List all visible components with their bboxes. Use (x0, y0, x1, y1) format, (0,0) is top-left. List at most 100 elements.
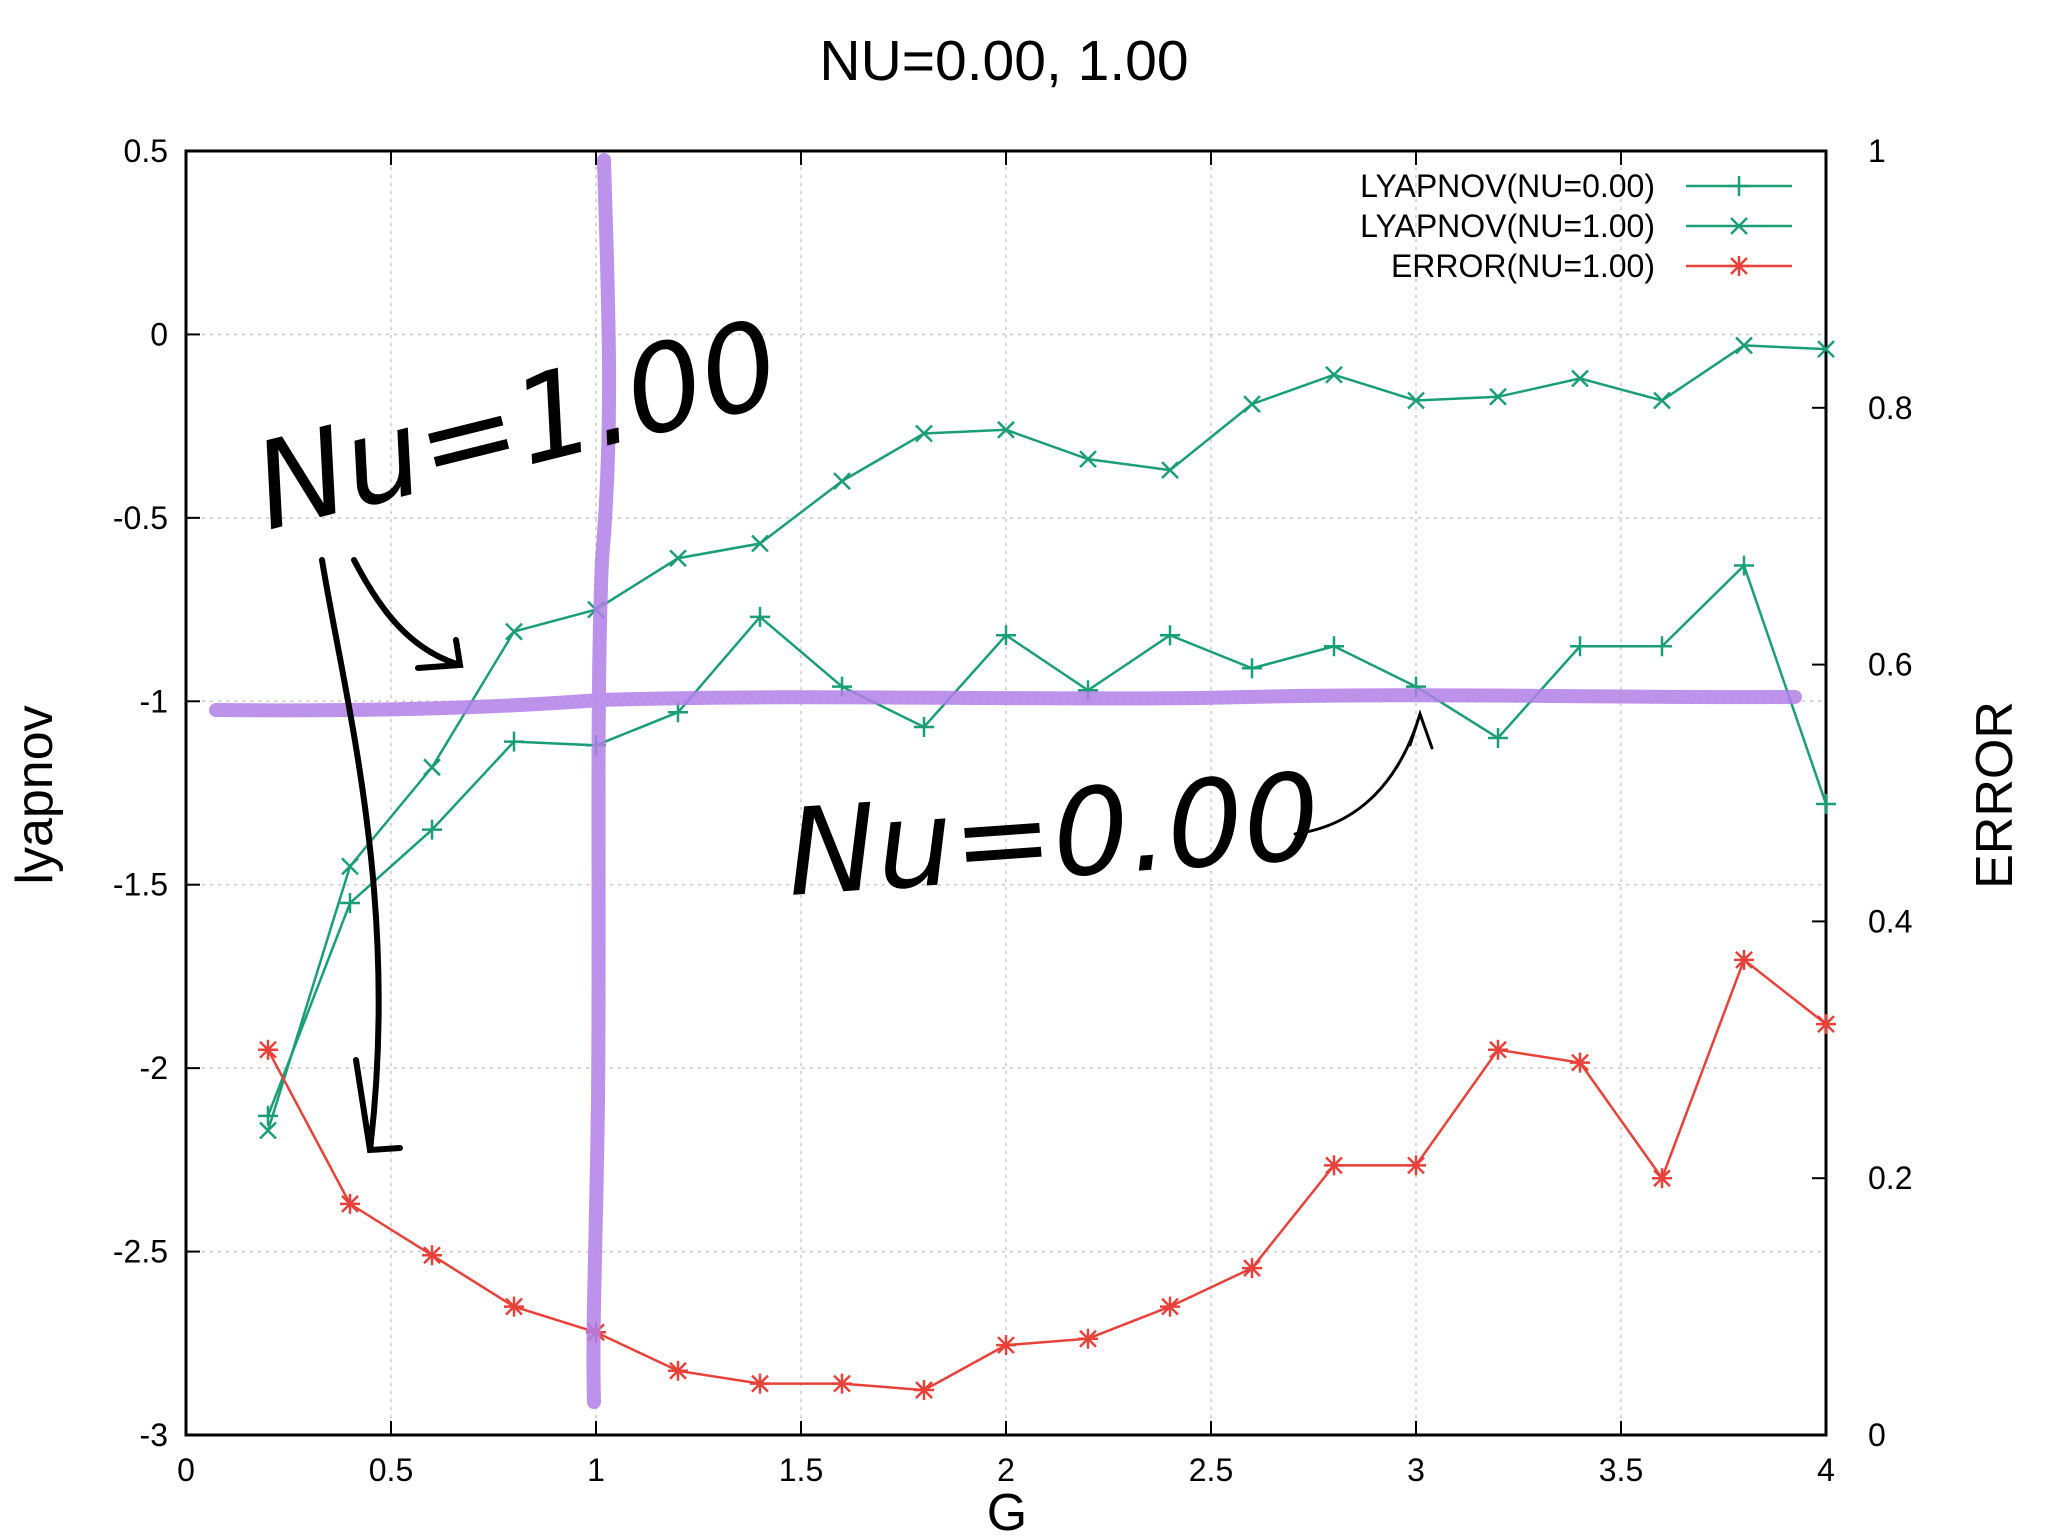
y2-tick-label: 0.8 (1868, 390, 1912, 426)
data-point (997, 420, 1015, 439)
y-tick-label: -2 (140, 1050, 168, 1086)
y-tick-label: -3 (140, 1417, 168, 1453)
highlight-strokes (209, 153, 1802, 1409)
x-tick-label: 0.5 (369, 1452, 413, 1488)
data-point (1407, 391, 1425, 410)
y-tick-label: -1.5 (113, 867, 168, 903)
data-point (1160, 625, 1180, 646)
data-point (1652, 636, 1672, 657)
legend: LYAPNOV(NU=0.00) LYAPNOV(NU=1.00) ERROR(NU… (1360, 168, 1792, 284)
y2-axis-label: ERROR (1966, 701, 2024, 889)
series-lyapnov-nu-0-00 (258, 555, 1836, 1126)
data-point (668, 1360, 688, 1381)
data-point (1817, 340, 1835, 358)
data-point (1734, 555, 1754, 576)
data-point (1243, 395, 1261, 414)
x-tick-label: 2.5 (1189, 1452, 1233, 1488)
data-point (504, 731, 524, 752)
data-point (1242, 1258, 1262, 1279)
data-point (1734, 949, 1754, 970)
data-point (422, 819, 442, 840)
data-point (504, 1296, 524, 1317)
y2-tick-label: 0.6 (1868, 647, 1912, 683)
data-point (832, 1373, 852, 1394)
axis-ticks: 0 0.5 1 1.5 2 2.5 3 3.5 4 0.5 0 -0.5 -1 -1.5 -2 -2.5 -3 1… (113, 133, 1913, 1488)
chart-title: NU=0.00, 1.00 (819, 29, 1188, 93)
data-point (914, 1380, 934, 1401)
data-point (996, 625, 1016, 646)
data-point (1160, 1296, 1180, 1317)
legend-label: LYAPNOV(NU=0.00) (1360, 168, 1655, 204)
series-error-nu-1-00 (258, 949, 1836, 1401)
data-point (1324, 1155, 1344, 1176)
data-point (1653, 391, 1671, 410)
series (258, 336, 1836, 1401)
data-point (1161, 461, 1179, 480)
data-point (996, 1335, 1016, 1356)
y2-tick-label: 1 (1868, 133, 1886, 169)
data-point (751, 534, 769, 553)
data-point (1325, 365, 1343, 384)
data-point (1570, 636, 1590, 657)
annotation-arrow-down (319, 557, 403, 1154)
data-point (669, 549, 687, 568)
highlight-horizontal-line (209, 688, 1802, 718)
data-point (1816, 1014, 1836, 1035)
data-point (1652, 1168, 1672, 1189)
y-axis-label: lyapnov (6, 705, 64, 884)
series-line (266, 344, 1827, 1131)
y2-tick-label: 0.4 (1868, 903, 1912, 939)
x-tick-label: 1.5 (779, 1452, 823, 1488)
x-tick-label: 3.5 (1599, 1452, 1643, 1488)
data-point (1242, 658, 1262, 679)
data-point (914, 716, 934, 737)
data-point (750, 606, 770, 627)
data-point (833, 472, 851, 491)
y-tick-label: -1 (140, 683, 168, 719)
annotation-arrow-nu-0 (1293, 709, 1434, 836)
y2-tick-label: 0 (1868, 1417, 1886, 1453)
data-point (1324, 636, 1344, 657)
annotation-text-nu-0: Nu=0.00 (782, 748, 1324, 924)
y-tick-label: 0 (150, 316, 168, 352)
series-lyapnov-nu-1-00 (259, 336, 1835, 1140)
data-point (1735, 336, 1753, 355)
data-point (1488, 727, 1508, 748)
data-point (1406, 1155, 1426, 1176)
y-tick-label: -2.5 (113, 1234, 168, 1270)
data-point (1571, 369, 1589, 388)
annotation-arrow-nu-1 (351, 557, 464, 671)
data-point (423, 758, 441, 777)
highlight-vertical-line (586, 153, 617, 1409)
data-point (1078, 1328, 1098, 1349)
legend-marker (1729, 176, 1749, 196)
data-point (505, 622, 523, 641)
data-point (422, 1245, 442, 1266)
x-tick-label: 2 (997, 1452, 1015, 1488)
data-point (341, 857, 359, 876)
x-tick-label: 4 (1817, 1452, 1835, 1488)
data-point (915, 424, 933, 443)
data-point (1488, 1039, 1508, 1060)
data-point (668, 702, 688, 723)
data-point (750, 1373, 770, 1394)
data-point (258, 1039, 278, 1060)
legend-label: LYAPNOV(NU=1.00) (1360, 208, 1655, 244)
data-point (1489, 387, 1507, 406)
data-point (1816, 794, 1836, 815)
data-point (340, 893, 360, 914)
y-tick-label: 0.5 (124, 133, 168, 169)
series-line (266, 957, 1827, 1392)
legend-label: ERROR(NU=1.00) (1391, 248, 1655, 284)
data-point (340, 1193, 360, 1214)
legend-marker (1730, 217, 1748, 235)
data-point (259, 1121, 277, 1140)
y-tick-label: -0.5 (113, 500, 168, 536)
data-point (1570, 1052, 1590, 1073)
x-tick-label: 1 (587, 1452, 605, 1488)
annotation-nu-1: Nu=1.00 (241, 294, 793, 1154)
y2-tick-label: 0.2 (1868, 1160, 1912, 1196)
annotation-nu-0: Nu=0.00 (782, 709, 1434, 924)
data-point (1079, 450, 1097, 469)
